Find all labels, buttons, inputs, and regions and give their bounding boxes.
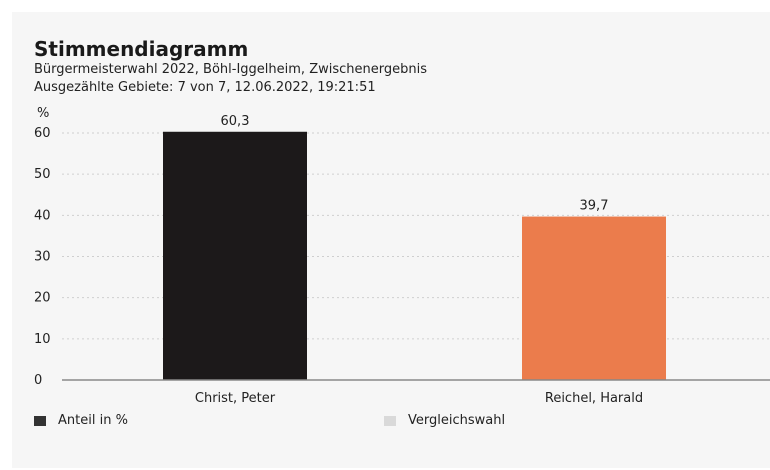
- y-tick-label: 50: [34, 167, 51, 182]
- y-axis-unit: %: [37, 106, 49, 121]
- chart-subtitle: Bürgermeisterwahl 2022, Böhl-Iggelheim, …: [34, 62, 427, 77]
- bars: 60,3 Christ, Peter 39,7 Reichel, Harald: [163, 114, 666, 406]
- x-category-label: Christ, Peter: [195, 391, 276, 406]
- y-tick-label: 60: [34, 126, 51, 141]
- legend-item-comparison[interactable]: Vergleichswahl: [384, 413, 505, 428]
- y-tick-label: 10: [34, 332, 51, 347]
- x-category-label: Reichel, Harald: [545, 391, 643, 406]
- y-tick-label: 20: [34, 291, 51, 306]
- legend-label-comparison: Vergleichswahl: [408, 413, 506, 428]
- count-status: Ausgezählte Gebiete: 7 von 7, 12.06.2022…: [34, 80, 376, 95]
- bar: [163, 131, 307, 380]
- bar: [522, 216, 666, 380]
- y-axis-ticks: 0 10 20 30 40 50 60: [34, 126, 51, 388]
- legend-item-share[interactable]: Anteil in %: [34, 413, 128, 428]
- legend-swatch-share: [34, 415, 46, 426]
- bar-value-label: 39,7: [580, 199, 609, 214]
- legend-label-share: Anteil in %: [58, 413, 128, 428]
- y-tick-label: 0: [34, 373, 42, 388]
- bar-value-label: 60,3: [221, 114, 250, 129]
- chart-title: Stimmendiagramm: [34, 37, 249, 61]
- legend-swatch-comparison: [384, 415, 396, 426]
- y-tick-label: 40: [34, 208, 51, 223]
- y-tick-label: 30: [34, 250, 51, 265]
